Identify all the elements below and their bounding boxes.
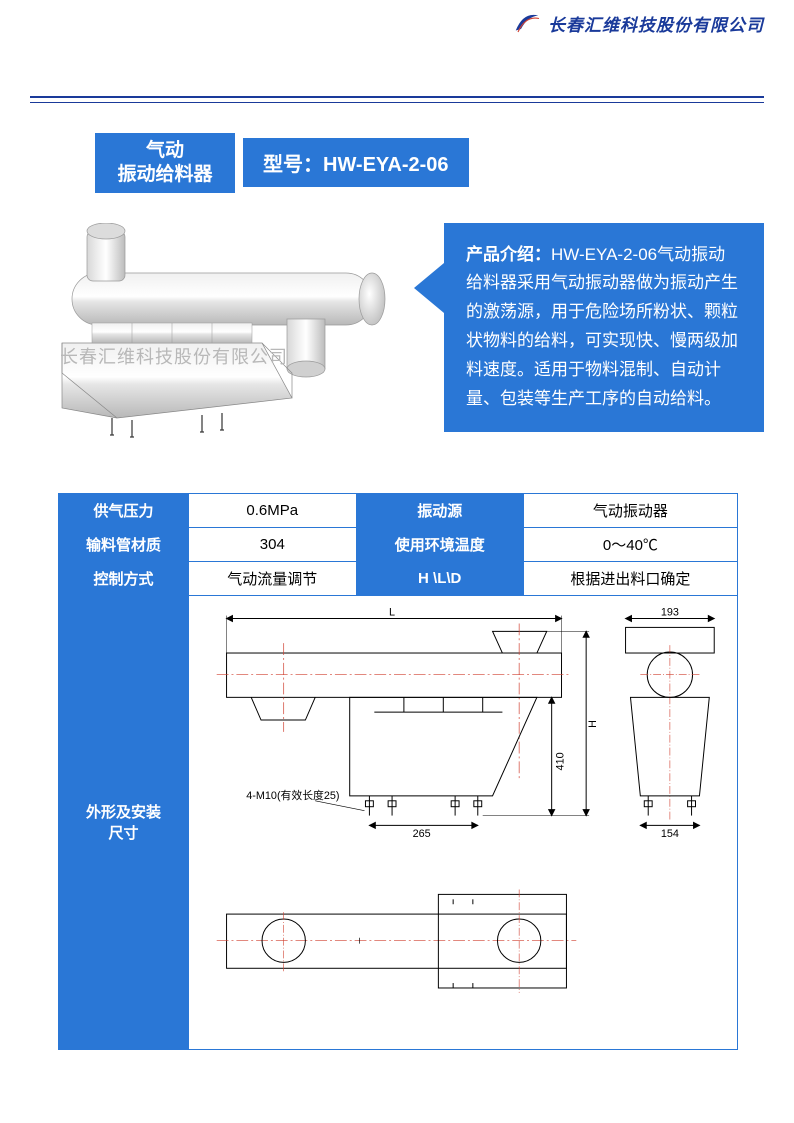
drawing-label: 外形及安装 尺寸	[59, 595, 189, 1049]
table-row: 供气压力 0.6MPa 振动源 气动振动器	[59, 493, 738, 527]
drawing-label-line2: 尺寸	[67, 822, 180, 843]
spec-header: H \L\D	[356, 561, 523, 595]
dim-193: 193	[661, 606, 679, 618]
product-render: 长春汇维科技股份有限公司	[30, 223, 414, 463]
table-row: 控制方式 气动流量调节 H \L\D 根据进出料口确定	[59, 561, 738, 595]
model-value: HW-EYA-2-06	[323, 154, 449, 176]
spec-value: 根据进出料口确定	[523, 561, 737, 595]
dim-note: 4-M10(有效长度25)	[246, 787, 339, 801]
category-badge: 气动 振动给料器	[95, 133, 235, 193]
watermark-text: 长春汇维科技股份有限公司	[60, 343, 288, 369]
engineering-drawing: L	[189, 595, 738, 1049]
intro-label: 产品介绍：	[466, 245, 551, 264]
dim-L: L	[389, 606, 395, 618]
drawing-label-line1: 外形及安装	[67, 801, 180, 822]
category-line2: 振动给料器	[105, 163, 225, 187]
table-row: 输料管材质 304 使用环境温度 0～40℃	[59, 527, 738, 561]
intro-box: 产品介绍：HW-EYA-2-06气动振动给料器采用气动振动器做为振动产生的激荡源…	[444, 223, 764, 432]
model-label: 型号：	[263, 154, 323, 176]
dim-H: H	[587, 720, 599, 728]
table-row: 外形及安装 尺寸 L	[59, 595, 738, 1049]
dim-265: 265	[413, 828, 431, 840]
spec-header: 供气压力	[59, 493, 189, 527]
spec-header: 控制方式	[59, 561, 189, 595]
spec-table: 供气压力 0.6MPa 振动源 气动振动器 输料管材质 304 使用环境温度 0…	[58, 493, 738, 1050]
spec-header: 振动源	[356, 493, 523, 527]
category-line1: 气动	[105, 139, 225, 163]
intro-text: HW-EYA-2-06气动振动给料器采用气动振动器做为振动产生的激荡源，用于危险…	[466, 245, 738, 408]
spec-value: 气动振动器	[523, 493, 737, 527]
dim-154: 154	[661, 828, 679, 840]
company-logo-icon	[512, 8, 542, 38]
spec-header: 使用环境温度	[356, 527, 523, 561]
spec-value: 0～40℃	[523, 527, 737, 561]
header-rule-thin	[30, 102, 764, 103]
title-row: 气动 振动给料器 型号：HW-EYA-2-06	[95, 133, 794, 193]
spec-value: 304	[189, 527, 357, 561]
spec-header: 输料管材质	[59, 527, 189, 561]
company-name: 长春汇维科技股份有限公司	[548, 11, 764, 36]
spec-value: 气动流量调节	[189, 561, 357, 595]
header-rule-thick	[30, 96, 764, 98]
spec-value: 0.6MPa	[189, 493, 357, 527]
mid-section: 长春汇维科技股份有限公司 产品介绍：HW-EYA-2-06气动振动给料器采用气动…	[0, 213, 794, 493]
dim-410: 410	[554, 752, 566, 770]
model-badge: 型号：HW-EYA-2-06	[243, 138, 469, 187]
logo-area: 长春汇维科技股份有限公司	[512, 8, 764, 38]
engineering-drawing-svg: L	[197, 602, 729, 1039]
page-header: 长春汇维科技股份有限公司	[0, 0, 794, 60]
